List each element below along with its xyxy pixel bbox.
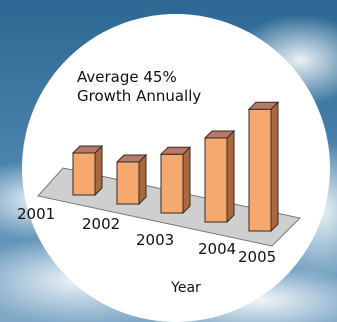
bar-side-face bbox=[182, 145, 191, 215]
bar-side-face bbox=[226, 129, 235, 224]
x-tick-label: 2005 bbox=[238, 248, 276, 266]
bar-top-face bbox=[159, 146, 192, 155]
x-tick-label: 2004 bbox=[198, 240, 236, 258]
bar-top-face bbox=[203, 130, 236, 139]
x-axis-label: Year bbox=[170, 280, 201, 296]
bar-front-face bbox=[160, 153, 184, 214]
bar-side-face bbox=[270, 100, 279, 233]
bar-front-face bbox=[116, 161, 140, 205]
bar-2004 bbox=[203, 129, 236, 224]
bar-2002 bbox=[115, 153, 148, 206]
bar-side-face bbox=[94, 144, 103, 197]
bar-front-face bbox=[248, 108, 272, 232]
bar-2001 bbox=[71, 144, 104, 197]
bar-front-face bbox=[204, 137, 228, 223]
bar-side-face bbox=[138, 153, 147, 206]
chart-title-line-2: Growth Annually bbox=[77, 87, 201, 105]
bar-front-face bbox=[72, 152, 96, 196]
bar-2005 bbox=[247, 100, 280, 233]
x-tick-label: 2002 bbox=[82, 215, 120, 233]
x-tick-label: 2003 bbox=[136, 231, 174, 249]
bar-top-face bbox=[247, 101, 280, 110]
chart-title-line-1: Average 45% bbox=[77, 68, 177, 86]
bar-top-face bbox=[115, 154, 148, 163]
bar-top-face bbox=[71, 145, 104, 154]
x-tick-label: 2001 bbox=[17, 205, 55, 223]
bar-2003 bbox=[159, 145, 192, 215]
